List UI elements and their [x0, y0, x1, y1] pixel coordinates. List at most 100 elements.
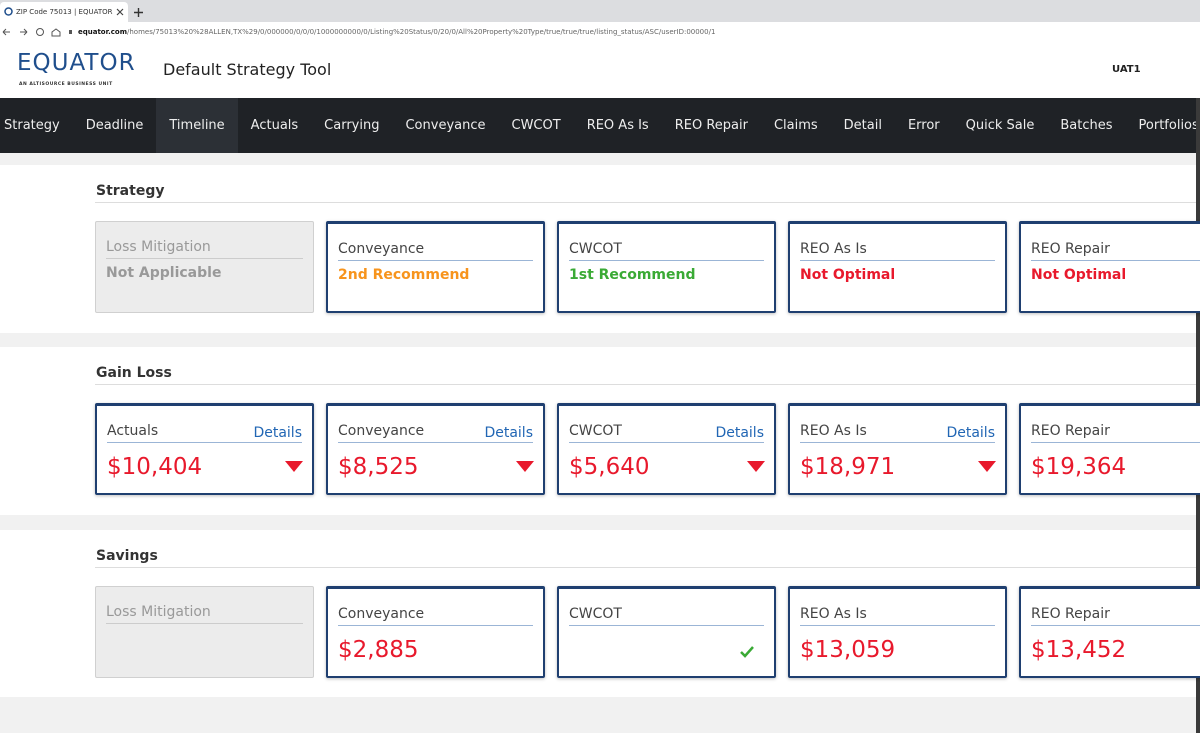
card-divider: [107, 442, 302, 443]
nav-item[interactable]: Batches: [1060, 118, 1113, 133]
card-divider: [800, 625, 995, 626]
nav-item[interactable]: Error: [907, 118, 940, 133]
card-title: Actuals: [107, 423, 159, 439]
card-status: 1st Recommend: [569, 267, 696, 283]
card-title: Loss Mitigation: [106, 604, 211, 620]
card-title: REO Repair: [1031, 423, 1110, 439]
card-title: CWCOT: [569, 606, 622, 622]
card-divider: [569, 442, 764, 443]
card-divider: [338, 625, 533, 626]
app-header: EQUATOR AN ALTISOURCE BUSINESS UNIT Defa…: [0, 42, 1200, 98]
details-link[interactable]: Details: [715, 425, 764, 441]
card[interactable]: Conveyance Details $8,525: [326, 403, 545, 495]
card[interactable]: Actuals Details $10,404: [95, 403, 314, 495]
nav-item[interactable]: Quick Sale: [965, 118, 1035, 133]
nav-item[interactable]: Conveyance: [405, 118, 486, 133]
down-arrow: [516, 461, 534, 472]
browser-tab[interactable]: ZIP Code 75013 | EQUATOR: [0, 2, 128, 22]
address-bar[interactable]: equator.com /homes/75013%20%28ALLEN,TX%2…: [0, 22, 1200, 43]
card-amount: $13,452: [1031, 637, 1127, 663]
card[interactable]: REO Repair $19,364: [1019, 403, 1200, 495]
card-title: REO Repair: [1031, 241, 1110, 257]
new-tab[interactable]: [134, 8, 143, 17]
card: Loss Mitigation Not Applicable: [95, 221, 314, 313]
card[interactable]: REO As Is $13,059: [788, 586, 1007, 678]
details-link[interactable]: Details: [253, 425, 302, 441]
section-title: Strategy: [96, 183, 165, 199]
nav-item[interactable]: Carrying: [324, 118, 380, 133]
nav-item[interactable]: Actuals: [250, 118, 299, 133]
card-divider: [569, 625, 764, 626]
card-amount: $8,525: [338, 454, 419, 480]
card-amount: $10,404: [107, 454, 203, 480]
nav-item[interactable]: CWCOT: [511, 118, 561, 133]
nav-item[interactable]: REO As Is: [586, 118, 649, 133]
card-amount: $5,640: [569, 454, 650, 480]
card[interactable]: REO Repair Not Optimal: [1019, 221, 1200, 313]
nav-item[interactable]: REO Repair: [674, 118, 748, 133]
card-status: 2nd Recommend: [338, 267, 470, 283]
nav-item[interactable]: Detail: [843, 118, 882, 133]
nav-item[interactable]: Strategy: [4, 118, 60, 133]
card[interactable]: Conveyance 2nd Recommend: [326, 221, 545, 313]
tab-close[interactable]: [116, 8, 124, 16]
nav-item[interactable]: Portfolios: [1138, 118, 1199, 133]
tab-title: ZIP Code 75013 | EQUATOR: [16, 8, 113, 16]
app-title: Default Strategy Tool: [163, 60, 332, 79]
url-path: /homes/75013%20%28ALLEN,TX%29/0/000000/0…: [127, 28, 716, 36]
nav-item[interactable]: Timeline: [156, 98, 238, 153]
card-divider: [569, 260, 764, 261]
section-divider: [95, 567, 1196, 568]
card[interactable]: REO As Is Not Optimal: [788, 221, 1007, 313]
card[interactable]: REO Repair $13,452: [1019, 586, 1200, 678]
section: Strategy Loss Mitigation Not Applicable Con…: [0, 165, 1200, 333]
card: Loss Mitigation: [95, 586, 314, 678]
card-title: REO As Is: [800, 423, 867, 439]
down-arrow: [978, 461, 996, 472]
card-title: CWCOT: [569, 241, 622, 257]
browser-controls: [2, 28, 72, 37]
section-title: Gain Loss: [96, 365, 172, 381]
details-link[interactable]: Details: [946, 425, 995, 441]
nav-bar: Strategy Deadline Timeline Actuals Carrying C…: [0, 98, 1199, 153]
card-status: Not Applicable: [106, 265, 222, 281]
card-amount: $13,059: [800, 637, 896, 663]
card-divider: [106, 258, 303, 259]
card[interactable]: Conveyance $2,885: [326, 586, 545, 678]
down-arrow: [747, 461, 765, 472]
logo[interactable]: EQUATOR: [17, 50, 136, 76]
card-title: REO Repair: [1031, 606, 1110, 622]
card-divider: [106, 623, 303, 624]
card-divider: [1031, 260, 1200, 261]
card-title: Conveyance: [338, 606, 425, 622]
favicon: [4, 7, 13, 16]
card-status: Not Optimal: [800, 267, 896, 283]
card-divider: [800, 442, 995, 443]
card[interactable]: CWCOT: [557, 586, 776, 678]
card-title: Loss Mitigation: [106, 239, 211, 255]
card-title: REO As Is: [800, 606, 867, 622]
card-divider: [1031, 625, 1200, 626]
card-divider: [338, 442, 533, 443]
card-row: Loss Mitigation Conveyance $2,885 CWCOT REO …: [95, 586, 1200, 678]
section-divider: [95, 202, 1196, 203]
section-divider: [95, 384, 1196, 385]
details-link[interactable]: Details: [484, 425, 533, 441]
card-amount: $2,885: [338, 637, 419, 663]
browser-tab-bar: ZIP Code 75013 | EQUATOR: [0, 0, 1200, 22]
card-divider: [1031, 442, 1200, 443]
check-icon: [740, 646, 754, 658]
card-row: Loss Mitigation Not Applicable Conveyance 2…: [95, 221, 1200, 313]
card[interactable]: CWCOT Details $5,640: [557, 403, 776, 495]
down-arrow: [285, 461, 303, 472]
section: Savings Loss Mitigation Conveyance $2,885 CW…: [0, 530, 1200, 697]
card-divider: [800, 260, 995, 261]
user-name[interactable]: UAT1: [1112, 64, 1141, 75]
card[interactable]: REO As Is Details $18,971: [788, 403, 1007, 495]
card[interactable]: CWCOT 1st Recommend: [557, 221, 776, 313]
nav-item[interactable]: Deadline: [85, 118, 144, 133]
nav-item[interactable]: Claims: [773, 118, 818, 133]
card-title: REO As Is: [800, 241, 867, 257]
card-amount: $19,364: [1031, 454, 1127, 480]
